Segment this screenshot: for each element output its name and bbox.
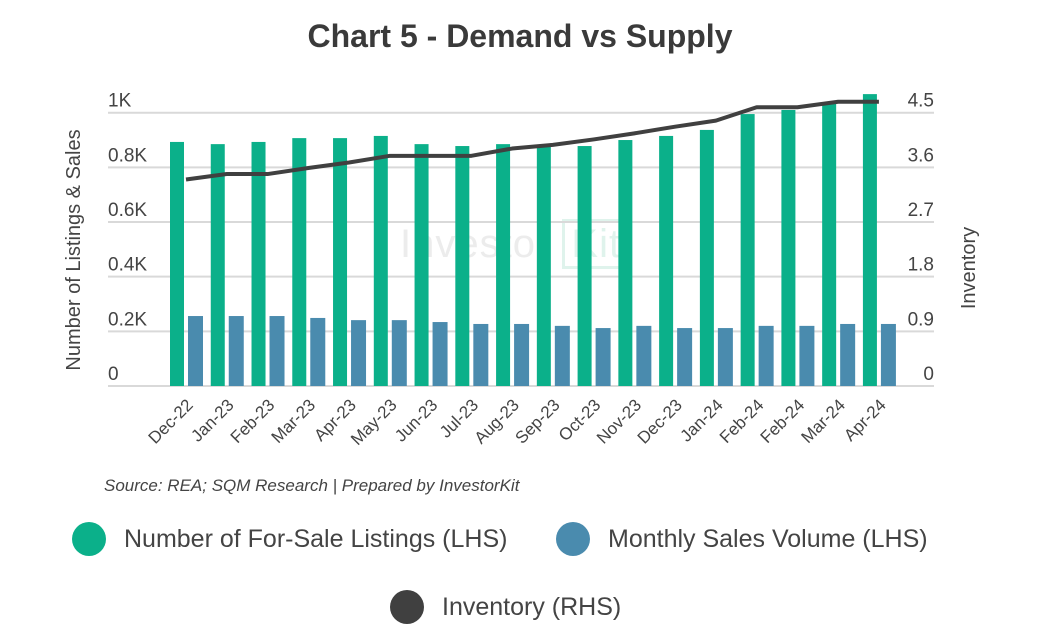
bar-sales	[554, 325, 570, 386]
x-tick-label: Apr-24	[840, 395, 890, 445]
legend-swatch-listings	[72, 522, 106, 556]
bar-sales	[677, 328, 693, 386]
y2-tick-label: 4.5	[908, 91, 934, 112]
bar-sales	[188, 316, 203, 386]
line-inventory	[185, 99, 879, 182]
bar-sales	[636, 325, 652, 386]
bar-listings	[577, 146, 592, 386]
x-tick-label: Feb-24	[716, 395, 768, 447]
bar-listings	[822, 103, 837, 387]
x-tick-label: Mar-23	[268, 395, 320, 447]
source-note: Source: REA; SQM Research | Prepared by …	[104, 476, 520, 495]
legend-swatch-inventory	[390, 590, 424, 624]
bar-sales	[880, 323, 896, 386]
x-tick-label: Mar-24	[797, 395, 849, 447]
bar-sales	[595, 328, 611, 386]
y-tick-label: 0.2K	[108, 309, 147, 330]
bar-sales	[473, 323, 489, 386]
bar-listings	[659, 135, 674, 386]
bar-listings	[170, 141, 184, 386]
bar-sales	[799, 325, 815, 386]
x-tick-label: Feb-24	[757, 395, 809, 447]
legend-label: Number of For-Sale Listings (LHS)	[124, 524, 508, 553]
legend-swatch-sales	[556, 522, 590, 556]
bar-sales	[514, 323, 530, 386]
bar-listings	[740, 114, 755, 386]
x-tick-label: Dec-23	[634, 395, 686, 447]
y-tick-label: 0.8K	[108, 145, 147, 166]
legend-item-sales[interactable]: Monthly Sales Volume (LHS)	[556, 522, 928, 556]
bar-listings	[781, 109, 796, 386]
bar-listings	[455, 146, 470, 386]
bar-sales	[717, 328, 733, 386]
bar-listings	[618, 140, 633, 386]
chart-title: Chart 5 - Demand vs Supply	[307, 18, 733, 54]
legend-label: Inventory (RHS)	[442, 592, 622, 621]
x-tick-label: Dec-22	[145, 395, 197, 447]
bar-listings	[333, 138, 348, 386]
legend-item-inventory[interactable]: Inventory (RHS)	[390, 590, 621, 624]
x-tick-label: Feb-23	[227, 395, 279, 447]
y2-tick-label: 2.7	[908, 200, 934, 221]
y-axis-label: Number of Listings & Sales	[63, 129, 85, 370]
y-tick-label: 0.4K	[108, 255, 147, 276]
x-tick-label: Sep-23	[511, 395, 563, 447]
bar-listings	[292, 138, 307, 386]
bar-sales	[758, 325, 774, 386]
bar-sales	[840, 323, 856, 386]
bar-sales	[228, 316, 244, 386]
y2-tick-label: 0	[923, 364, 934, 385]
x-tick-label: Aug-23	[471, 395, 523, 447]
bar-sales	[269, 316, 285, 386]
y-tick-label: 0	[108, 364, 119, 385]
legend-label: Monthly Sales Volume (LHS)	[608, 524, 928, 553]
x-tick-label: Nov-23	[593, 395, 645, 447]
y2-tick-label: 1.8	[908, 255, 934, 276]
bar-listings	[496, 144, 511, 386]
y-tick-label: 1K	[108, 91, 132, 112]
x-tick-label: May-23	[347, 395, 401, 449]
legend-item-listings[interactable]: Number of For-Sale Listings (LHS)	[72, 522, 507, 556]
bar-sales	[310, 317, 326, 386]
bar-listings	[210, 144, 225, 386]
bar-sales	[351, 320, 367, 386]
bar-listings	[862, 94, 877, 386]
bar-listings	[373, 135, 388, 386]
bar-listings	[699, 129, 714, 386]
bar-listings	[414, 144, 429, 386]
bar-listings	[251, 141, 266, 386]
y2-axis-label: Inventory	[958, 227, 980, 309]
y-tick-label: 0.6K	[108, 200, 147, 221]
bar-sales	[432, 322, 448, 386]
bar-listings	[536, 146, 551, 386]
y2-tick-label: 3.6	[908, 145, 934, 166]
y2-tick-label: 0.9	[908, 309, 934, 330]
x-tick-label: Jun-23	[391, 395, 441, 445]
bar-sales	[391, 320, 407, 386]
